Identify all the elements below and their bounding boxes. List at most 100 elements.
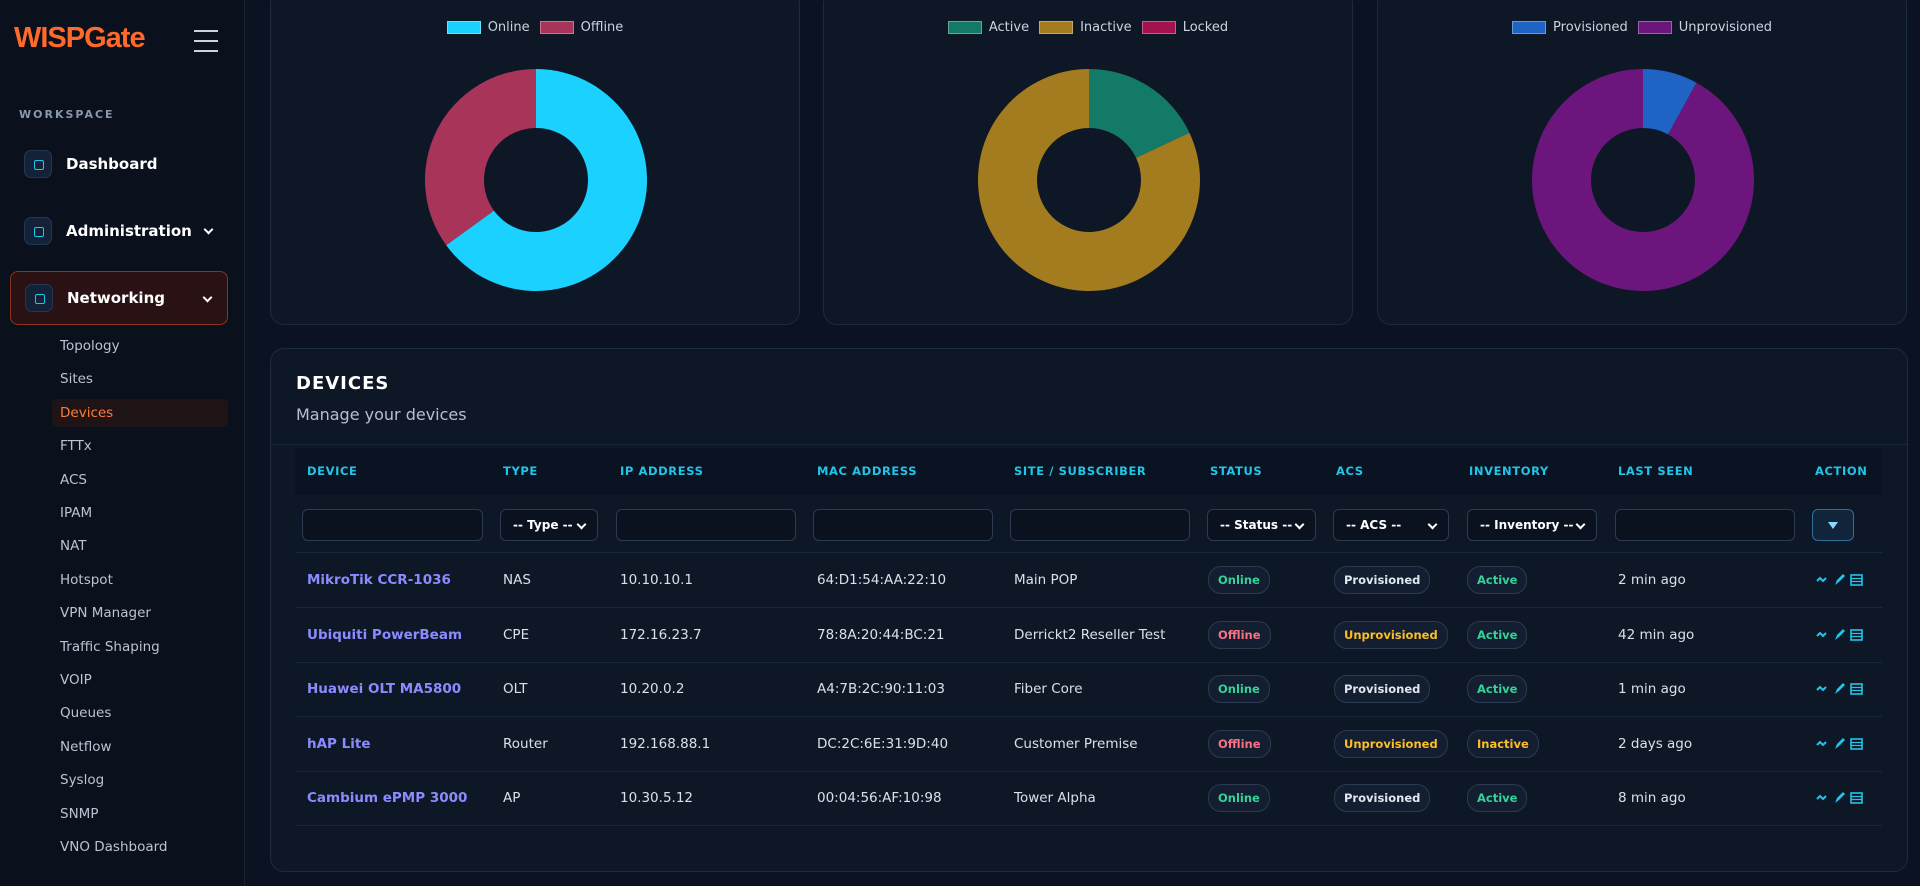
row-line [295, 552, 1882, 553]
nav-item[interactable]: Dashboard [10, 137, 228, 191]
device-link[interactable]: Ubiquiti PowerBeam [307, 626, 463, 643]
nav-subitem[interactable]: Topology [60, 338, 120, 354]
menu-toggle[interactable] [194, 30, 218, 52]
badge: Unprovisioned [1334, 729, 1448, 758]
action-edit[interactable] [1835, 737, 1845, 749]
action-list[interactable] [1850, 574, 1863, 586]
action-edit[interactable] [1835, 574, 1845, 585]
legend-label: Online [487, 20, 530, 35]
column-header: ACTION [1815, 464, 1868, 478]
action-monitor[interactable] [1816, 631, 1827, 638]
legend-label: Inactive [1080, 20, 1132, 35]
table-cell: 10.30.5.12 [620, 790, 693, 807]
donut-slice [978, 69, 1200, 291]
action-monitor[interactable] [1816, 740, 1827, 747]
table-cell: AP [503, 790, 521, 807]
filter-input[interactable] [1010, 509, 1190, 541]
action-list[interactable] [1850, 792, 1863, 805]
nav-label: Dashboard [66, 155, 158, 173]
filter-input[interactable] [1615, 509, 1795, 541]
action-list[interactable] [1850, 683, 1863, 695]
nav-subitem[interactable]: Sites [60, 371, 93, 388]
donut-slice [425, 69, 536, 246]
nav-subitem[interactable]: SNMP [60, 805, 99, 822]
badge: Offline [1208, 729, 1271, 758]
nav-subitem[interactable]: Queues [60, 705, 112, 722]
device-link[interactable]: Cambium ePMP 3000 [307, 790, 468, 807]
action-monitor[interactable] [1816, 685, 1827, 692]
nav-subitem[interactable]: NAT [60, 538, 87, 555]
nav-subitem[interactable]: ACS [60, 471, 87, 488]
column-header: SITE / SUBSCRIBER [1014, 464, 1147, 478]
nav-subitem[interactable]: Hotspot [60, 571, 113, 588]
action-edit[interactable] [1835, 683, 1845, 695]
legend-swatch [1039, 21, 1074, 34]
table-cell: 10.10.10.1 [620, 572, 693, 588]
donut [978, 69, 1200, 291]
nav-item[interactable]: Networking [10, 271, 228, 325]
row-actions[interactable] [1815, 628, 1865, 642]
nav-subitem[interactable]: VPN Manager [60, 605, 151, 622]
device-link[interactable]: hAP Lite [307, 735, 371, 752]
table-cell: 00:04:56:AF:10:98 [817, 790, 942, 807]
table-cell: 172.16.23.7 [620, 626, 702, 643]
column-header: INVENTORY [1469, 464, 1549, 478]
row-line [295, 825, 1882, 827]
action-monitor[interactable] [1816, 576, 1827, 583]
row-actions[interactable] [1815, 573, 1865, 587]
table-cell: 2 min ago [1618, 572, 1686, 588]
nav-subitem[interactable]: Traffic Shaping [60, 638, 160, 655]
device-link[interactable]: Huawei OLT MA5800 [307, 681, 462, 698]
nav-subitem[interactable]: Devices [52, 398, 228, 427]
logo[interactable]: WISPGate [14, 22, 146, 54]
action-edit[interactable] [1835, 628, 1845, 640]
filter-select[interactable]: -- ACS -- [1333, 509, 1449, 541]
action-edit[interactable] [1835, 792, 1845, 804]
table-cell: 1 min ago [1618, 681, 1686, 698]
badge: Inactive [1467, 729, 1539, 758]
legend: Provisioned Unprovisioned [1378, 20, 1906, 35]
nav-subitem[interactable]: VNO Dashboard [60, 839, 168, 855]
badge: Provisioned [1334, 784, 1431, 813]
card-title: DEVICES [296, 373, 390, 394]
card-subtitle: Manage your devices [296, 405, 467, 424]
column-header: MAC ADDRESS [817, 464, 918, 478]
table-cell: 2 days ago [1618, 735, 1693, 752]
row-actions[interactable] [1815, 791, 1865, 805]
nav-subitem[interactable]: Netflow [60, 738, 112, 755]
nav-subitem[interactable]: Syslog [60, 772, 105, 789]
nav-subitem[interactable]: IPAM [60, 505, 93, 521]
nav-subitem[interactable]: VOIP [60, 672, 92, 688]
badge: Active [1467, 566, 1528, 594]
legend-label: Locked [1182, 20, 1229, 35]
donut [1532, 69, 1754, 291]
action-list[interactable] [1850, 737, 1863, 750]
filter-select[interactable]: -- Inventory -- [1467, 509, 1597, 541]
action-monitor[interactable] [1816, 794, 1827, 801]
nav-subitem[interactable]: FTTx [60, 438, 92, 455]
filter-input[interactable] [616, 509, 796, 541]
legend-swatch [446, 21, 481, 34]
filter-button[interactable] [1812, 509, 1854, 541]
filter-input[interactable] [302, 509, 483, 541]
badge: Provisioned [1334, 566, 1431, 594]
donut-slice [1532, 69, 1754, 291]
table-cell: 78:8A:20:44:BC:21 [817, 626, 945, 643]
row-line [295, 607, 1882, 608]
row-actions[interactable] [1815, 682, 1865, 696]
badge: Online [1208, 566, 1270, 594]
nav-item[interactable]: Administration [10, 204, 228, 258]
legend-swatch [1512, 21, 1547, 34]
legend-swatch [1141, 21, 1176, 34]
action-list[interactable] [1850, 628, 1863, 641]
device-link[interactable]: MikroTik CCR-1036 [307, 572, 451, 588]
filter-select[interactable]: -- Type -- [500, 509, 598, 541]
table-cell: 42 min ago [1618, 626, 1695, 643]
filter-select[interactable]: -- Status -- [1207, 509, 1316, 541]
row-actions[interactable] [1815, 737, 1865, 751]
donut-slice [1089, 69, 1190, 158]
filter-input[interactable] [813, 509, 993, 541]
table-cell: CPE [503, 626, 530, 643]
nav-label: Administration [66, 222, 192, 240]
